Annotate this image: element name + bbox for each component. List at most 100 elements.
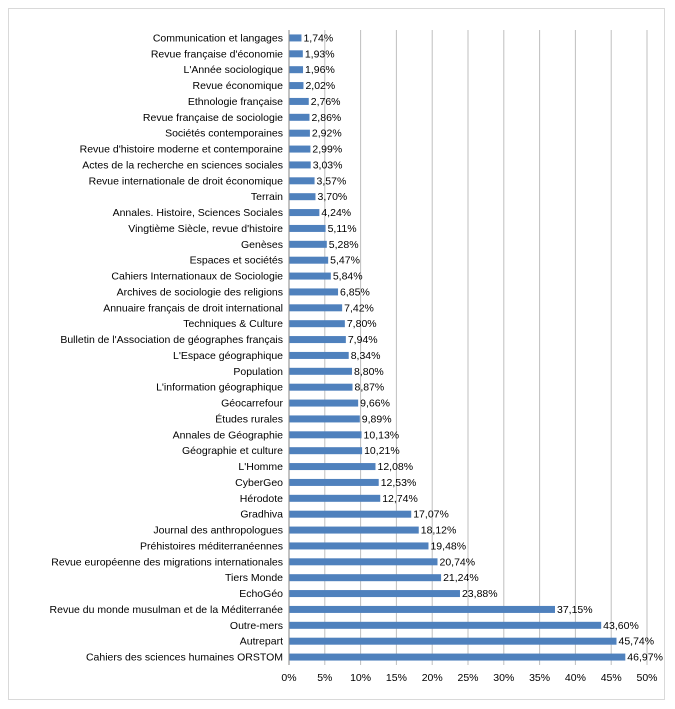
- category-label: Revue du monde musulman et de la Méditer…: [50, 604, 284, 616]
- bar: [289, 288, 339, 296]
- category-label: L'Espace géographique: [173, 350, 283, 362]
- bar: [289, 351, 349, 359]
- category-label: CyberGeo: [235, 477, 283, 489]
- value-label: 2,92%: [312, 128, 342, 140]
- value-label: 8,80%: [354, 366, 384, 378]
- category-label: Actes de la recherche en sciences social…: [82, 159, 283, 171]
- value-label: 3,70%: [317, 191, 347, 203]
- x-tick-label: 5%: [317, 672, 332, 684]
- value-label: 1,74%: [303, 32, 333, 44]
- value-label: 18,12%: [421, 525, 457, 537]
- bar: [289, 224, 326, 232]
- bar: [289, 637, 617, 645]
- value-label: 7,42%: [344, 302, 374, 314]
- x-tick-label: 20%: [422, 672, 443, 684]
- value-label: 9,89%: [362, 413, 392, 425]
- bar: [289, 97, 309, 105]
- value-label: 4,24%: [321, 207, 351, 219]
- category-label: Autrepart: [240, 636, 283, 648]
- bar: [289, 129, 310, 137]
- bar: [289, 653, 626, 661]
- value-label: 1,96%: [305, 64, 335, 76]
- category-label: Cahiers Internationaux de Sociologie: [111, 271, 283, 283]
- category-label: Vingtième Siècle, revue d'histoire: [128, 223, 283, 235]
- category-label: Techniques & Culture: [183, 318, 283, 330]
- category-label: Revue française d'économie: [151, 48, 283, 60]
- category-label: Géographie et culture: [182, 445, 283, 457]
- value-label: 2,02%: [305, 80, 335, 92]
- bar: [289, 494, 381, 502]
- category-label: Revue d'histoire moderne et contemporain…: [80, 144, 284, 156]
- category-label: L'Année sociologique: [184, 64, 284, 76]
- category-label: Archives de sociologie des religions: [117, 286, 283, 298]
- bar: [289, 272, 331, 280]
- x-tick-label: 40%: [565, 672, 586, 684]
- bar: [289, 367, 353, 375]
- value-label: 46,97%: [627, 652, 663, 664]
- value-label: 3,57%: [317, 175, 347, 187]
- value-label: 12,08%: [377, 461, 413, 473]
- category-label: Tiers Monde: [225, 572, 283, 584]
- bar: [289, 621, 602, 629]
- value-label: 1,93%: [305, 48, 335, 60]
- bar: [289, 193, 316, 201]
- category-label: Géocarrefour: [221, 398, 283, 410]
- bar: [289, 240, 327, 248]
- value-label: 5,84%: [333, 271, 363, 283]
- bar: [289, 574, 442, 582]
- bar: [289, 320, 345, 328]
- category-label: Cahiers des sciences humaines ORSTOM: [86, 652, 283, 664]
- x-tick-label: 45%: [601, 672, 622, 684]
- category-label: Terrain: [251, 191, 283, 203]
- value-label: 7,94%: [348, 334, 378, 346]
- value-label: 3,03%: [313, 159, 343, 171]
- x-tick-label: 15%: [386, 672, 407, 684]
- value-label: 10,21%: [364, 445, 400, 457]
- bar: [289, 209, 320, 217]
- category-label: Genèses: [241, 239, 283, 251]
- value-label: 10,13%: [364, 429, 400, 441]
- bar: [289, 590, 460, 598]
- value-label: 8,87%: [355, 382, 385, 394]
- x-tick-label: 0%: [281, 672, 296, 684]
- bar: [289, 82, 304, 90]
- x-tick-label: 30%: [493, 672, 514, 684]
- value-label: 12,53%: [381, 477, 417, 489]
- category-label: Population: [233, 366, 283, 378]
- category-label: L'Homme: [238, 461, 283, 473]
- value-label: 5,11%: [328, 223, 357, 235]
- category-label: Annales de Géographie: [173, 429, 283, 441]
- category-label: Revue économique: [193, 80, 284, 92]
- value-label: 2,86%: [311, 112, 341, 124]
- category-label: Journal des anthropologues: [153, 525, 283, 537]
- value-label: 45,74%: [618, 636, 654, 648]
- bar: [289, 383, 353, 391]
- bar: [289, 415, 360, 423]
- x-tick-label: 10%: [350, 672, 371, 684]
- category-label: Sociétés contemporaines: [165, 128, 283, 140]
- value-label: 12,74%: [382, 493, 418, 505]
- category-label: Hérodote: [240, 493, 283, 505]
- bar-chart: Communication et langages Revue française…: [50, 30, 663, 684]
- value-label: 7,80%: [347, 318, 377, 330]
- x-tick-label: 50%: [636, 672, 657, 684]
- bar: [289, 605, 555, 613]
- value-label: 5,28%: [329, 239, 359, 251]
- x-tick-label: 35%: [529, 672, 550, 684]
- bar: [289, 256, 329, 264]
- category-label: Annales. Histoire, Sciences Sociales: [113, 207, 283, 219]
- value-label: 9,66%: [360, 398, 390, 410]
- category-label: Communication et langages: [153, 32, 283, 44]
- bar: [289, 113, 310, 121]
- category-label: Outre-mers: [230, 620, 283, 632]
- value-label: 2,99%: [312, 144, 342, 156]
- value-label: 8,34%: [351, 350, 381, 362]
- value-label: 23,88%: [462, 588, 498, 600]
- bar: [289, 526, 419, 534]
- bar: [289, 177, 315, 185]
- category-label: Revue française de sociologie: [143, 112, 283, 124]
- bar: [289, 542, 429, 550]
- category-label: Annuaire français de droit international: [103, 302, 283, 314]
- bar: [289, 66, 304, 74]
- category-label: Bulletin de l'Association de géographes …: [60, 334, 283, 346]
